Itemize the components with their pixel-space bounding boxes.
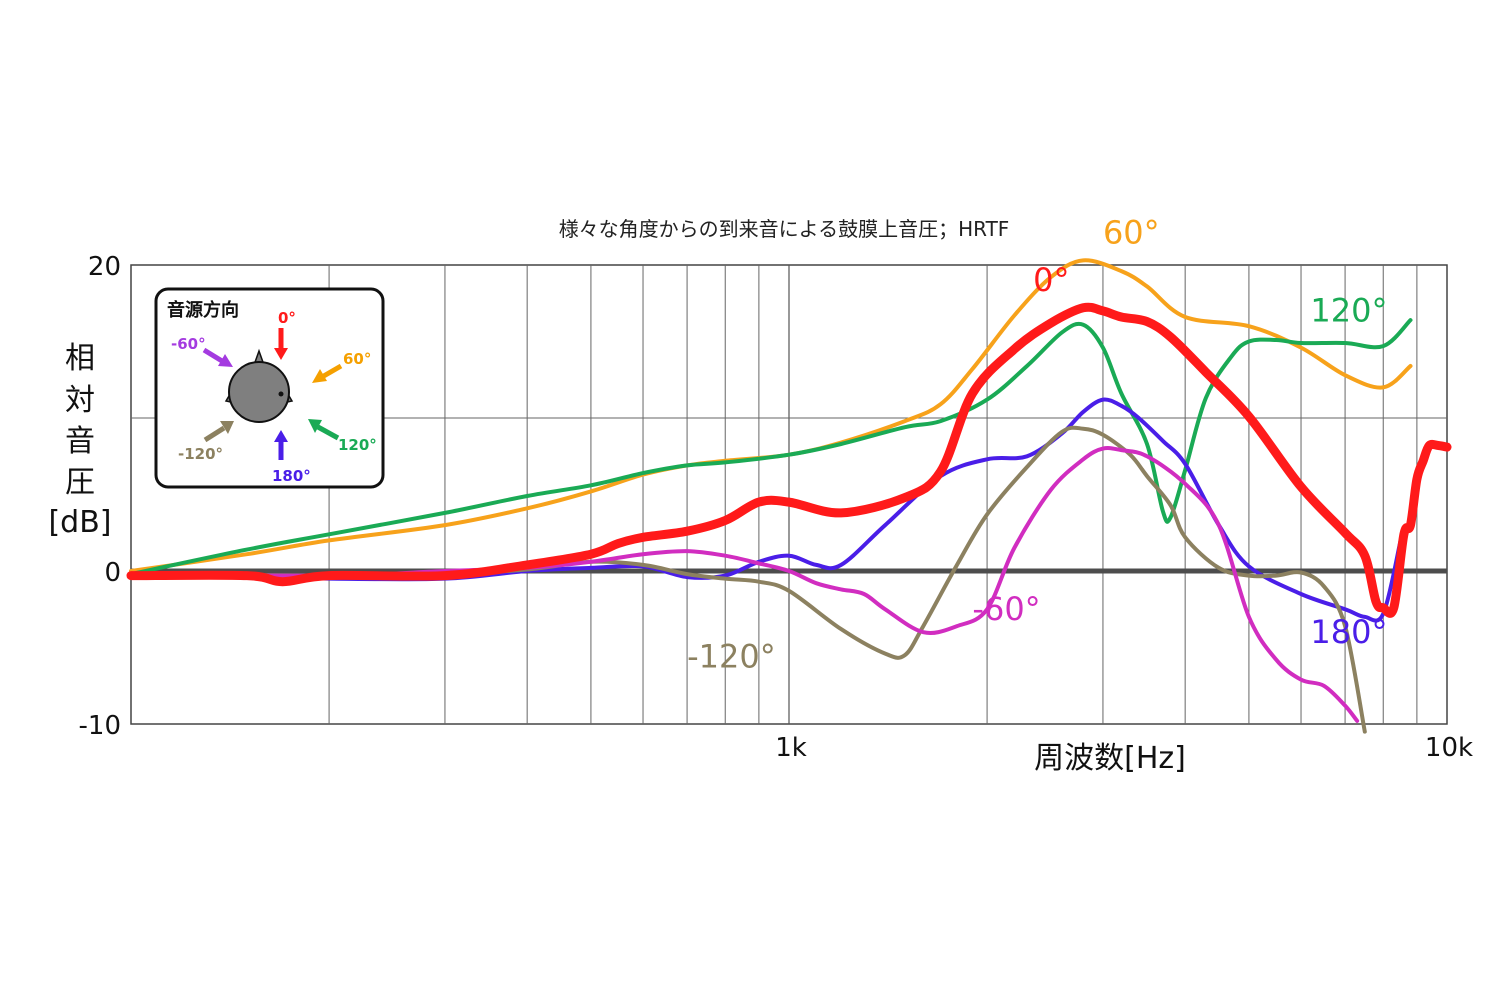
legend-label-minus60: -60° — [171, 335, 206, 353]
series-label: -120° — [687, 637, 776, 675]
arrow-minus120-icon — [203, 421, 234, 443]
y-axis-label-part: [dB] — [48, 505, 111, 540]
y-tick-label: -10 — [79, 711, 121, 741]
legend-label-60: 60° — [343, 350, 371, 368]
y-tick-label: 0 — [104, 558, 121, 588]
series-line--60° — [129, 446, 1360, 723]
legend-label-0: 0° — [278, 309, 296, 327]
y-tick-label: 20 — [88, 252, 121, 282]
head-icon — [224, 348, 294, 423]
arrow-minus60-icon — [202, 347, 233, 367]
x-tick-labels: 1k 10k — [775, 733, 1473, 763]
series-label: 0° — [1033, 261, 1069, 299]
arrow-0-icon — [274, 328, 288, 360]
series-labels: 60° 0° 120° 180° -60° -120° — [687, 214, 1387, 676]
series-label: -60° — [972, 590, 1040, 628]
arrow-60-icon — [312, 363, 343, 383]
x-tick-label: 10k — [1425, 733, 1473, 763]
series-lines — [126, 258, 1452, 734]
legend-label-minus120: -120° — [178, 445, 223, 463]
y-axis-label-part: 対 — [65, 383, 95, 418]
x-axis-label: 周波数[Hz] — [1034, 741, 1186, 776]
arrow-120-icon — [308, 419, 340, 441]
series-line-0° — [126, 302, 1452, 618]
series-label: 180° — [1310, 613, 1387, 651]
y-axis-label-part: 音 — [65, 424, 95, 459]
x-tick-label: 1k — [775, 733, 807, 763]
y-axis-label-part: 相 — [65, 341, 95, 376]
chart-title: 様々な角度からの到来音による鼓膜上音圧；HRTF — [559, 217, 1010, 241]
series-label: 60° — [1103, 214, 1160, 252]
y-axis-label-part: 圧 — [65, 465, 95, 500]
series-label: 120° — [1310, 292, 1387, 330]
arrow-180-icon — [274, 430, 288, 460]
legend-label-180: 180° — [272, 467, 311, 485]
series-line-60° — [129, 258, 1413, 573]
legend-label-120: 120° — [338, 436, 377, 454]
series-line-120° — [129, 318, 1413, 577]
direction-legend: 音源方向 — [154, 287, 385, 489]
legend-title: 音源方向 — [167, 299, 239, 321]
y-tick-labels: 20 0 -10 — [79, 252, 121, 741]
